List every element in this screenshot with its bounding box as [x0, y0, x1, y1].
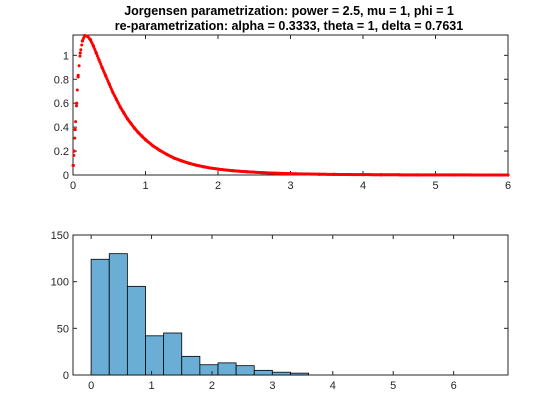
- bottom-x-ticks: 0 1 2 3 4 5 6: [88, 235, 457, 392]
- histogram-bar: [181, 355, 201, 376]
- top-data-points: [71, 33, 510, 177]
- x-tick-label: 1: [142, 180, 148, 192]
- curve-point: [74, 104, 78, 108]
- top-subtitle: re-parametrization: alpha = 0.3333, thet…: [115, 19, 463, 33]
- x-tick-label: 2: [209, 380, 215, 392]
- curve-point: [72, 153, 76, 157]
- bottom-y-ticks: 0 50 100 150: [51, 230, 508, 382]
- curve-point: [80, 43, 84, 47]
- top-title: Jorgensen parametrization: power = 2.5, …: [124, 4, 454, 18]
- histogram-bar: [217, 362, 237, 376]
- x-tick-label: 6: [451, 380, 457, 392]
- top-axes-box: [72, 34, 509, 176]
- curve-point: [73, 136, 77, 140]
- top-subplot: Jorgensen parametrization: power = 2.5, …: [54, 4, 511, 192]
- y-tick-label: 50: [57, 323, 69, 335]
- top-x-ticks: 0 1 2 3 4 5 6: [70, 35, 511, 192]
- curve-point: [78, 54, 82, 58]
- x-tick-label: 4: [360, 180, 366, 192]
- histogram-bar: [253, 369, 273, 376]
- data-point: [72, 149, 76, 153]
- y-tick-label: 0.4: [54, 122, 69, 134]
- histogram-bar: [290, 372, 310, 376]
- data-point: [78, 51, 82, 55]
- histogram-bar: [126, 285, 146, 376]
- y-tick-label: 1: [63, 50, 69, 62]
- y-tick-label: 150: [51, 230, 69, 242]
- data-point: [75, 101, 79, 105]
- histogram-bar: [108, 253, 128, 376]
- curve-point: [79, 48, 83, 52]
- y-tick-label: 0: [63, 170, 69, 182]
- curve-point: [506, 173, 510, 177]
- y-tick-label: 0.8: [54, 74, 69, 86]
- curve-point: [75, 88, 79, 92]
- data-point: [73, 127, 77, 132]
- x-tick-label: 3: [269, 380, 275, 392]
- x-tick-label: 0: [70, 180, 76, 192]
- y-tick-label: 0.6: [54, 98, 69, 110]
- x-tick-label: 2: [215, 180, 221, 192]
- histogram-bars: [90, 253, 310, 376]
- curve-point: [74, 120, 78, 124]
- curve-point: [76, 73, 80, 77]
- x-tick-label: 0: [88, 380, 94, 392]
- curve-point: [71, 163, 75, 167]
- x-tick-label: 5: [390, 380, 396, 392]
- y-tick-label: 0.2: [54, 146, 69, 158]
- curve-point: [77, 64, 81, 68]
- x-tick-label: 3: [287, 180, 293, 192]
- histogram-bar: [271, 371, 291, 376]
- top-y-ticks: 0 0.2 0.4 0.6 0.8 1: [54, 50, 508, 182]
- x-tick-label: 1: [148, 380, 154, 392]
- histogram-bar: [199, 364, 219, 376]
- x-tick-label: 4: [330, 380, 336, 392]
- y-tick-label: 100: [51, 277, 69, 289]
- x-tick-label: 6: [505, 180, 511, 192]
- histogram-bar: [145, 335, 165, 376]
- histogram-bar: [235, 365, 255, 376]
- x-tick-label: 5: [432, 180, 438, 192]
- histogram-bar: [90, 258, 110, 376]
- bottom-subplot: 0 1 2 3 4 5 6 0 50 100 150: [51, 230, 509, 392]
- y-tick-label: 0: [63, 370, 69, 382]
- histogram-bar: [163, 332, 183, 376]
